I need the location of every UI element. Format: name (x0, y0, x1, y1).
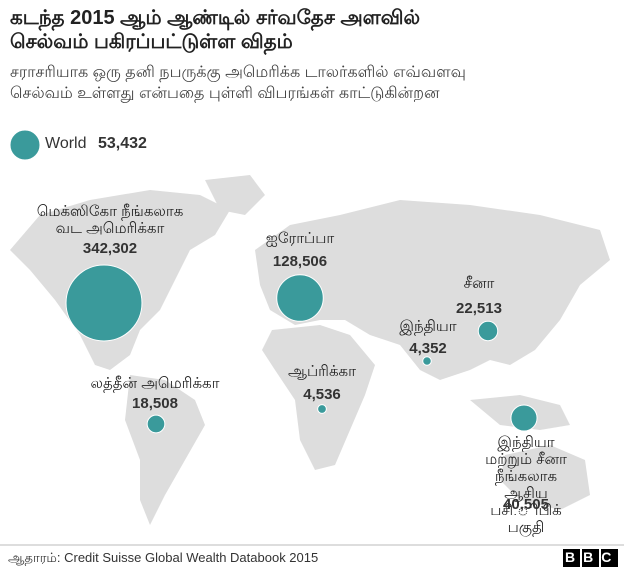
logo-box (582, 549, 599, 567)
bubble (276, 274, 324, 322)
bubble (510, 404, 538, 432)
region-label: மெக்ஸிகோ நீங்கலாக வட அமெரிக்கா (36, 203, 184, 237)
value-label: 40,505 (503, 496, 549, 513)
region-label: லத்தீன் அமெரிக்கா (90, 375, 220, 392)
value-label: 128,506 (272, 253, 328, 270)
region-label: ஐரோப்பா (265, 230, 335, 247)
source: ஆதாரம்: Credit Suisse Global Wealth Data… (8, 550, 319, 565)
logo-box (563, 549, 580, 567)
legend-value: 53,432 (98, 135, 147, 152)
value-label: 22,513 (456, 300, 502, 317)
bubble (9, 129, 41, 161)
bubble (422, 356, 432, 366)
region-label: இந்தியா மற்றும் சீனா நீங்கலாக ஆசிய பசி.ி… (485, 434, 567, 536)
value-label: 342,302 (82, 240, 138, 257)
subtitle: சராசரியாக ஒரு தனி நபருக்கு அமெரிக்க டாலர… (10, 64, 466, 102)
value-label: 4,352 (409, 340, 447, 357)
bubble (317, 404, 327, 414)
region-label: சீனா (463, 275, 495, 292)
logo-box (601, 549, 618, 567)
region-label: ஆப்ரிக்கா (288, 363, 356, 380)
bubble (477, 320, 499, 342)
value-label: 18,508 (132, 395, 178, 412)
value-label: 4,536 (303, 386, 341, 403)
bubble (146, 414, 166, 434)
logo: BBC (565, 549, 620, 565)
legend-name: World (45, 135, 87, 152)
region-label: இந்தியா (399, 318, 457, 335)
bubble (65, 264, 143, 342)
title: கடந்த 2015 ஆம் ஆண்டில் சர்வதேச அளவில் செ… (10, 7, 421, 53)
